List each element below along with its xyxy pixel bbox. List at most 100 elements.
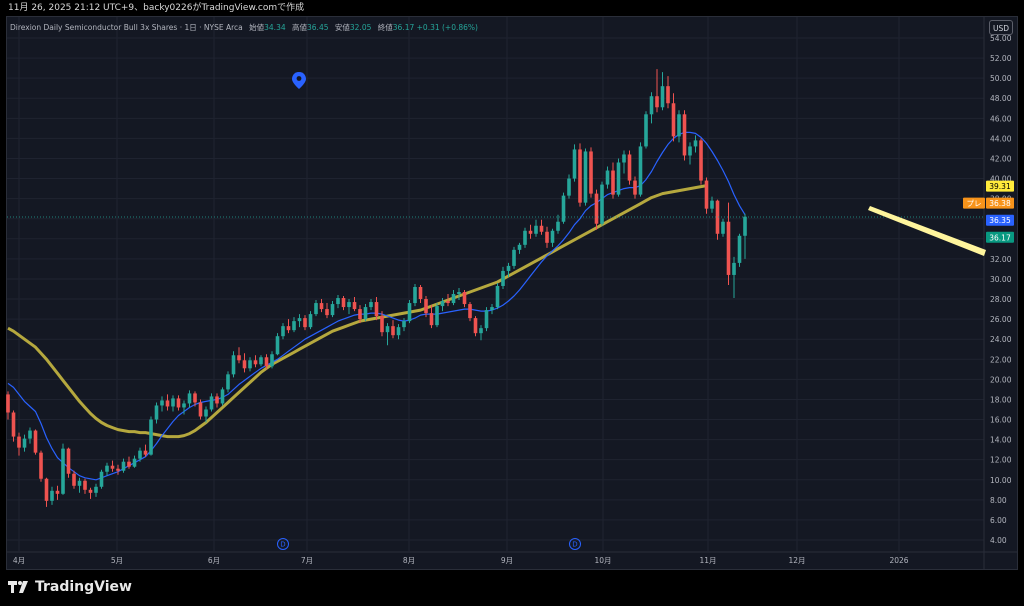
candle[interactable] <box>534 219 538 237</box>
candle[interactable] <box>627 150 632 185</box>
candle[interactable] <box>649 92 654 124</box>
candle[interactable] <box>501 266 505 289</box>
candle[interactable] <box>138 447 142 462</box>
candle[interactable] <box>457 287 461 301</box>
candle[interactable] <box>550 228 555 247</box>
candle[interactable] <box>242 353 247 373</box>
candle[interactable] <box>66 447 71 478</box>
candle[interactable] <box>402 318 406 332</box>
candle[interactable] <box>743 213 747 259</box>
candle[interactable] <box>435 303 439 328</box>
candle[interactable] <box>314 300 318 317</box>
candle[interactable] <box>369 299 373 311</box>
candle[interactable] <box>253 355 258 368</box>
candle[interactable] <box>143 444 148 457</box>
candle[interactable] <box>523 227 527 248</box>
candle[interactable] <box>83 478 87 494</box>
chart-panel[interactable] <box>6 16 1018 570</box>
candle[interactable] <box>303 315 307 331</box>
candle[interactable] <box>699 138 703 185</box>
candle[interactable] <box>22 434 27 452</box>
candle[interactable] <box>578 143 582 207</box>
candle[interactable] <box>127 456 131 469</box>
candle[interactable] <box>182 400 186 415</box>
candle[interactable] <box>666 76 670 109</box>
candle[interactable] <box>160 396 164 412</box>
candle[interactable] <box>44 477 49 507</box>
candle[interactable] <box>237 347 241 364</box>
candle[interactable] <box>231 351 236 378</box>
candle[interactable] <box>17 432 21 456</box>
candle[interactable] <box>688 142 692 165</box>
candle[interactable] <box>358 305 362 324</box>
candle[interactable] <box>572 144 577 182</box>
candle[interactable] <box>468 302 472 322</box>
candle[interactable] <box>121 458 126 473</box>
candle[interactable] <box>726 202 731 285</box>
candle[interactable] <box>644 111 648 149</box>
candle[interactable] <box>352 297 357 312</box>
candle[interactable] <box>39 450 43 482</box>
candle[interactable] <box>506 262 511 277</box>
candle[interactable] <box>215 393 219 408</box>
candle[interactable] <box>495 282 500 310</box>
candle[interactable] <box>622 150 626 174</box>
candle[interactable] <box>94 483 98 497</box>
candle[interactable] <box>275 333 280 356</box>
currency-button[interactable]: USD <box>989 20 1013 35</box>
candle[interactable] <box>600 181 604 226</box>
dividend-marker[interactable]: D <box>569 538 581 550</box>
candle[interactable] <box>33 429 38 455</box>
map-pin-icon[interactable] <box>292 72 306 89</box>
candle[interactable] <box>116 464 120 475</box>
candle[interactable] <box>693 135 698 153</box>
candle[interactable] <box>737 233 742 267</box>
candle[interactable] <box>517 242 522 254</box>
candle[interactable] <box>633 176 637 199</box>
candle[interactable] <box>198 399 203 420</box>
candle[interactable] <box>545 226 549 248</box>
candle[interactable] <box>473 316 478 337</box>
candle[interactable] <box>171 395 175 412</box>
candle[interactable] <box>479 325 483 341</box>
candle[interactable] <box>220 387 225 406</box>
candle[interactable] <box>99 469 104 489</box>
candle[interactable] <box>281 323 285 340</box>
candle[interactable] <box>385 323 390 346</box>
candle[interactable] <box>176 395 181 411</box>
candle[interactable] <box>583 148 588 206</box>
candle[interactable] <box>325 303 329 319</box>
candle[interactable] <box>616 158 621 197</box>
candle[interactable] <box>165 394 170 411</box>
candle[interactable] <box>589 147 593 198</box>
candle[interactable] <box>451 290 456 306</box>
candle[interactable] <box>413 283 417 307</box>
candle[interactable] <box>721 218 725 237</box>
candle[interactable] <box>655 69 659 113</box>
tradingview-logo[interactable]: TradingView <box>8 579 132 595</box>
candle[interactable] <box>363 304 368 322</box>
candle[interactable] <box>55 485 60 500</box>
candle[interactable] <box>286 319 291 334</box>
candle[interactable] <box>264 354 269 370</box>
candle[interactable] <box>396 324 401 340</box>
candle[interactable] <box>528 224 533 239</box>
candle[interactable] <box>732 256 736 299</box>
candle[interactable] <box>50 486 54 505</box>
candle[interactable] <box>440 298 445 312</box>
candle[interactable] <box>330 301 335 318</box>
candle[interactable] <box>407 300 412 324</box>
candle[interactable] <box>292 317 296 333</box>
candle[interactable] <box>270 351 274 369</box>
candle[interactable] <box>226 371 230 393</box>
candle[interactable] <box>77 477 82 493</box>
candle[interactable] <box>132 455 137 468</box>
candle[interactable] <box>248 357 252 372</box>
candle[interactable] <box>259 355 263 367</box>
candle[interactable] <box>308 311 313 330</box>
candle[interactable] <box>193 391 197 407</box>
candle[interactable] <box>561 192 566 224</box>
candle[interactable] <box>72 470 76 489</box>
candle[interactable] <box>341 296 346 311</box>
